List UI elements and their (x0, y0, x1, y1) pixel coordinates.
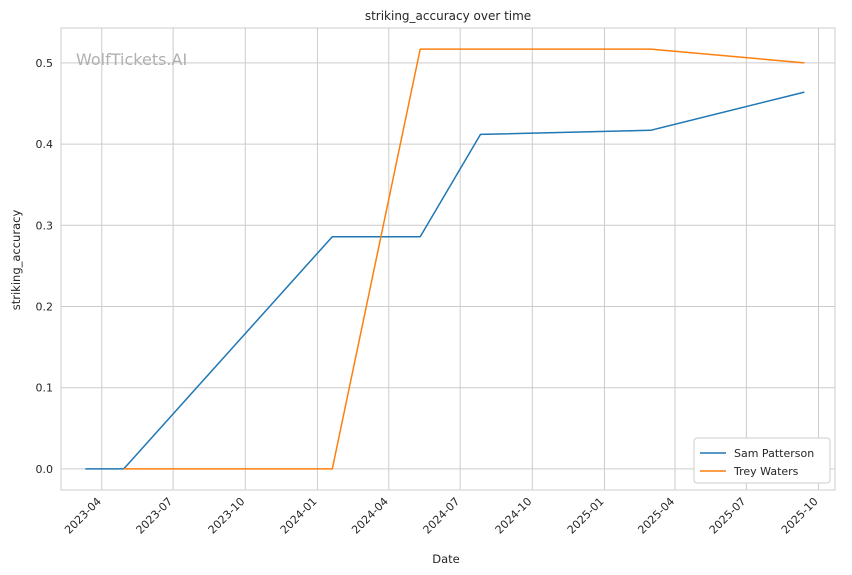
x-tick-label: 2025-01 (565, 495, 607, 537)
y-tick-label: 0.2 (36, 300, 54, 313)
y-tick-label: 0.5 (36, 57, 54, 70)
x-axis-title: Date (432, 552, 460, 566)
x-tick-label: 2024-01 (278, 495, 320, 537)
series-line-trey-waters (123, 48, 805, 470)
x-tick-label: 2024-10 (493, 495, 535, 537)
x-tick-label: 2025-07 (707, 495, 749, 537)
x-tick-label: 2025-10 (779, 495, 821, 537)
grid (61, 28, 835, 490)
y-tick-label: 0.0 (36, 463, 54, 476)
x-tick-label: 2023-10 (206, 495, 248, 537)
legend: Sam Patterson Trey Waters (693, 437, 831, 484)
x-tick-label: 2023-04 (62, 495, 104, 537)
watermark: WolfTickets.AI (76, 50, 187, 69)
legend-label-trey-waters: Trey Waters (733, 465, 799, 478)
y-axis-title: striking_accuracy (9, 210, 23, 311)
y-tick-labels: 0.0 0.1 0.2 0.3 0.4 0.5 (36, 57, 54, 476)
series-lines (85, 48, 805, 470)
x-tick-label: 2024-07 (421, 495, 463, 537)
x-tick-label: 2023-07 (134, 495, 176, 537)
chart-title: striking_accuracy over time (365, 9, 531, 23)
x-tick-label: 2024-04 (349, 495, 391, 537)
x-tick-labels: 2023-04 2023-07 2023-10 2024-01 2024-04 2024-… (62, 495, 820, 537)
x-tick-label: 2025-04 (635, 495, 677, 537)
y-tick-label: 0.4 (36, 138, 54, 151)
legend-box (693, 437, 831, 484)
y-tick-label: 0.3 (36, 219, 54, 232)
legend-label-sam-patterson: Sam Patterson (734, 447, 814, 460)
plot-area (60, 27, 836, 491)
y-tick-label: 0.1 (36, 382, 54, 395)
